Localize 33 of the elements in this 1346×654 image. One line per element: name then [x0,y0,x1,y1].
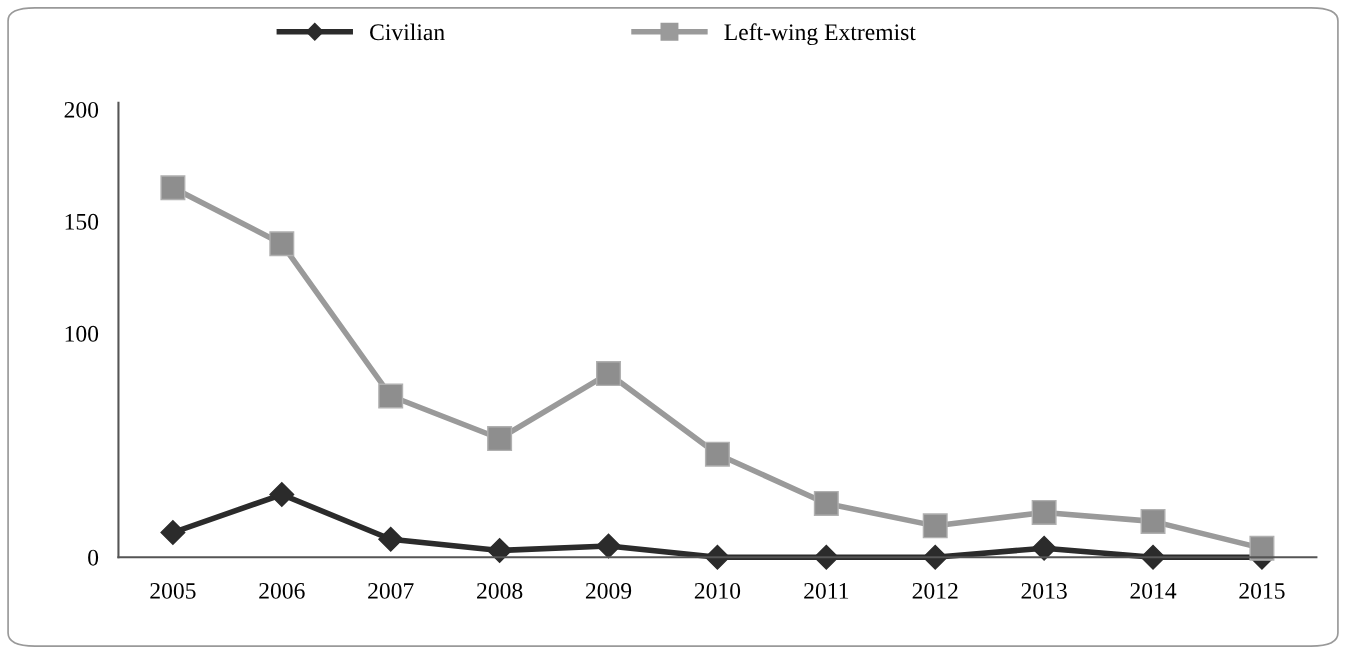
y-tick-label: 100 [65,325,99,342]
point [596,361,622,387]
point [922,513,948,539]
point [269,482,295,507]
legend-label: Civilian [370,23,445,41]
point [813,490,839,516]
y-tick-label: 200 [64,101,99,118]
y-tick-label: 0 [88,549,99,566]
x-tick-label: 2011 [804,582,849,599]
point [378,526,404,552]
x-tick-label: 2015 [1239,582,1285,599]
x-tick-label: 2008 [477,582,523,599]
point [160,175,186,201]
point [1031,499,1057,525]
x-tick-label: 2009 [585,582,632,599]
point [596,533,621,559]
point [378,383,404,409]
x-tick-label: 2005 [150,582,196,599]
x-tick-label: 2007 [368,582,414,599]
point [160,520,186,546]
x-tick-label: 2014 [1130,582,1177,599]
point [704,441,730,467]
x-tick-label: 2012 [912,582,958,599]
point [1249,535,1275,561]
x-tick-label: 2013 [1021,582,1067,599]
point [269,231,295,257]
legend-label: Left-wing Extremist [724,23,916,46]
point [1031,535,1057,561]
x-tick-label: 2006 [259,582,305,599]
point [487,426,513,452]
x-tick-label: 2010 [694,582,741,599]
point [1140,508,1166,534]
y-tick-label: 150 [65,213,99,230]
